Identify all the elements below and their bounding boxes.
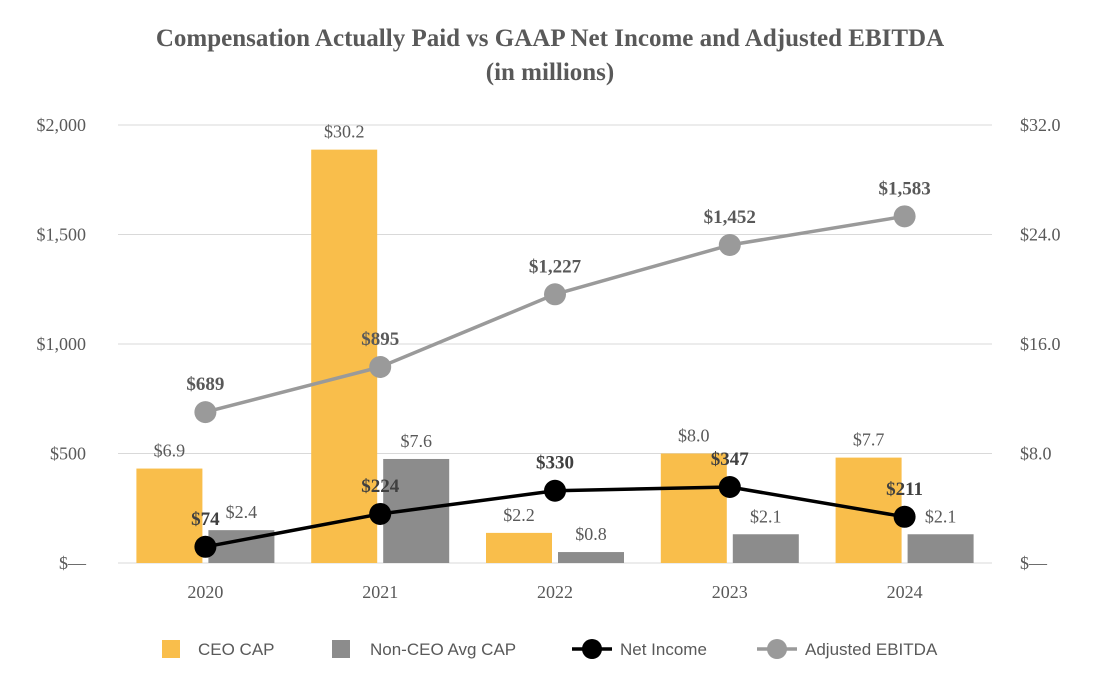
legend-label: CEO CAP [198, 640, 275, 659]
bar-data-label: $0.8 [575, 524, 607, 544]
line-data-label: $347 [711, 449, 750, 470]
adjusted-ebitda-point [194, 401, 217, 424]
left-axis-tick-label: $500 [50, 444, 86, 464]
x-axis-tick-label: 2020 [187, 582, 223, 602]
line-data-label: $1,452 [704, 207, 756, 228]
chart-title-sub: (in millions) [485, 59, 615, 86]
right-axis-tick-label: $8.0 [1020, 444, 1052, 464]
net-income-point [718, 476, 741, 499]
left-axis-tick-label: $1,500 [37, 225, 87, 245]
bar-data-label: $8.0 [678, 426, 710, 446]
adjusted-ebitda-point [893, 205, 916, 228]
net-income-point [893, 505, 916, 528]
chart-title: Compensation Actually Paid vs GAAP Net I… [0, 22, 1100, 90]
adjusted-ebitda-point [544, 283, 566, 306]
chart-title-main: Compensation Actually Paid vs GAAP Net I… [155, 25, 945, 52]
right-axis-tick-label: $16.0 [1020, 334, 1061, 354]
bar-non-ceo-avg-cap [558, 552, 624, 563]
x-axis-tick-label: 2024 [887, 582, 923, 602]
bar-non-ceo-avg-cap [732, 534, 799, 563]
net-income-point [194, 535, 217, 558]
left-axis-tick-label: $1,000 [37, 334, 87, 354]
adjusted-ebitda-point [718, 234, 741, 257]
bar-ceo-cap [311, 149, 378, 563]
bar-ceo-cap [136, 468, 203, 563]
right-axis-tick-label: $— [1020, 553, 1048, 573]
legend-swatch-marker [582, 639, 602, 659]
line-data-label: $1,583 [878, 178, 930, 199]
bar-data-label: $30.2 [324, 122, 365, 142]
line-data-label: $1,227 [529, 256, 582, 277]
net-income-point [369, 502, 392, 525]
legend-swatch [332, 640, 350, 658]
left-axis-tick-label: $— [59, 553, 87, 573]
legend-swatch [162, 640, 180, 658]
bar-ceo-cap [660, 453, 727, 563]
bar-data-label: $2.2 [503, 505, 535, 525]
bar-data-label: $2.4 [226, 502, 258, 522]
line-data-label: $74 [191, 509, 220, 530]
bar-data-label: $6.9 [154, 441, 186, 461]
bar-data-label: $7.6 [400, 431, 432, 451]
legend-label: Adjusted EBITDA [805, 640, 938, 659]
bar-data-label: $2.1 [750, 506, 782, 526]
bar-data-label: $2.1 [925, 506, 957, 526]
right-axis-tick-label: $32.0 [1020, 115, 1061, 135]
x-axis-tick-label: 2021 [362, 582, 398, 602]
line-data-label: $224 [361, 476, 400, 497]
x-axis-tick-label: 2022 [537, 582, 573, 602]
x-axis-tick-label: 2023 [712, 582, 748, 602]
adjusted-ebitda-point [369, 355, 392, 378]
bar-non-ceo-avg-cap [907, 534, 974, 563]
adjusted-ebitda-line [204, 214, 905, 414]
bar-data-label: $7.7 [853, 430, 885, 450]
line-data-label: $689 [186, 374, 224, 395]
bar-ceo-cap [486, 532, 552, 563]
legend-label: Net Income [620, 640, 707, 659]
line-data-label: $895 [361, 329, 399, 350]
legend-swatch-marker [767, 639, 787, 659]
net-income-point [544, 479, 566, 502]
right-axis-tick-label: $24.0 [1020, 225, 1061, 245]
line-data-label: $330 [536, 453, 574, 474]
legend-label: Non-CEO Avg CAP [370, 640, 516, 659]
line-data-label: $211 [886, 479, 923, 500]
left-axis-tick-label: $2,000 [37, 115, 87, 135]
